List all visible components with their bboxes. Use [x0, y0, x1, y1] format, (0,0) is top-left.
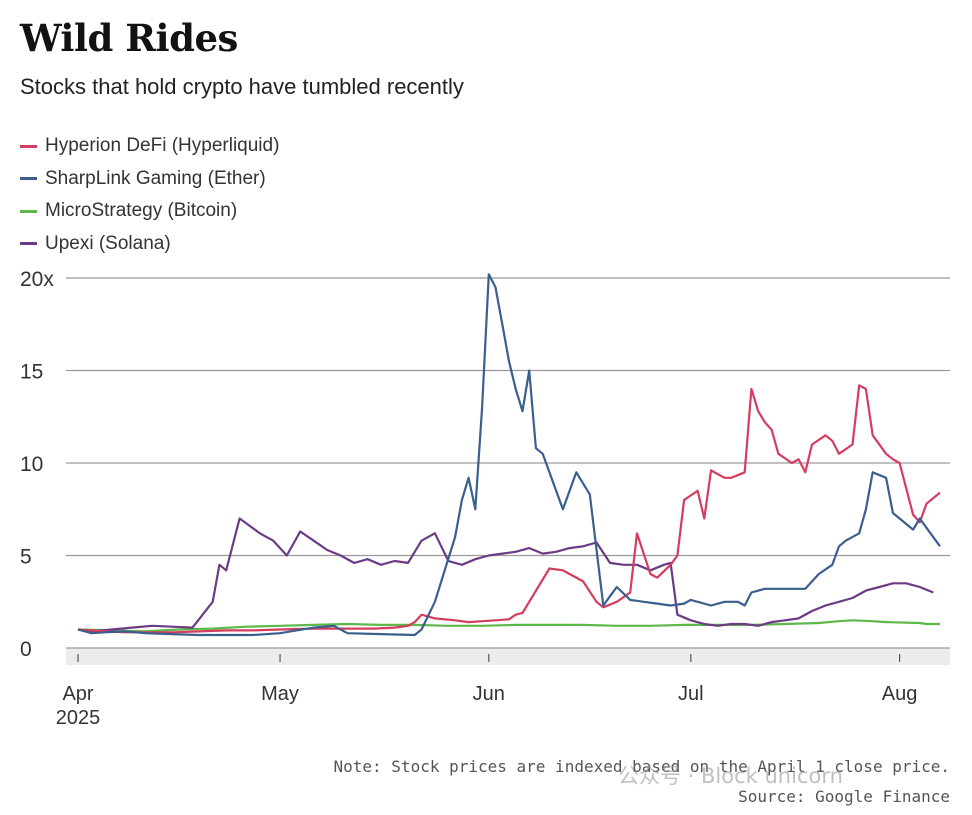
x-tick-label-1: May — [261, 683, 299, 705]
legend-label-upexi: Upexi (Solana) — [45, 232, 171, 254]
legend-swatch-sharplink — [20, 177, 37, 181]
legend-swatch-hyperion — [20, 144, 37, 148]
y-tick-label-3: 15 — [20, 361, 43, 384]
y-tick-label-0: 0 — [20, 638, 32, 661]
legend-item-upexi: Upexi (Solana) — [20, 228, 279, 261]
y-tick-label-2: 10 — [20, 453, 43, 476]
legend-item-hyperion: Hyperion DeFi (Hyperliquid) — [20, 130, 279, 163]
x-tick-label-4: Aug — [882, 683, 918, 705]
legend-label-hyperion: Hyperion DeFi (Hyperliquid) — [45, 135, 280, 157]
source-text: Source: Google Finance — [738, 787, 950, 806]
chart-subtitle: Stocks that hold crypto have tumbled rec… — [20, 74, 464, 99]
series-line-sharplink — [77, 273, 941, 637]
x-tick-label-3: Jul — [678, 683, 704, 705]
x-tick-label-0: Apr — [62, 683, 93, 705]
series-line-hyperion — [77, 384, 941, 634]
series-line-microstrategy — [77, 619, 940, 633]
series-line-upexi — [77, 517, 934, 633]
y-tick-label-1: 5 — [20, 546, 32, 569]
x-tick-label-2: Jun — [473, 683, 505, 705]
watermark: 公众号 · Block unicorn — [618, 764, 843, 788]
note-text: Note: Stock prices are indexed based on … — [333, 757, 951, 776]
legend-swatch-microstrategy — [20, 209, 37, 213]
legend-item-microstrategy: MicroStrategy (Bitcoin) — [20, 195, 279, 228]
legend-item-sharplink: SharpLink Gaming (Ether) — [20, 163, 279, 196]
x-tick-sublabel-0: 2025 — [56, 707, 101, 729]
chart-note: Note: Stock prices are indexed based on … — [334, 752, 951, 812]
legend-label-microstrategy: MicroStrategy (Bitcoin) — [45, 200, 238, 222]
legend-label-sharplink: SharpLink Gaming (Ether) — [45, 167, 266, 189]
legend-swatch-upexi — [20, 242, 37, 246]
legend: Hyperion DeFi (Hyperliquid) SharpLink Ga… — [20, 130, 279, 260]
x-axis-band — [66, 648, 950, 665]
chart-title: Wild Rides — [20, 16, 238, 60]
y-tick-label-4: 20x — [20, 268, 54, 291]
